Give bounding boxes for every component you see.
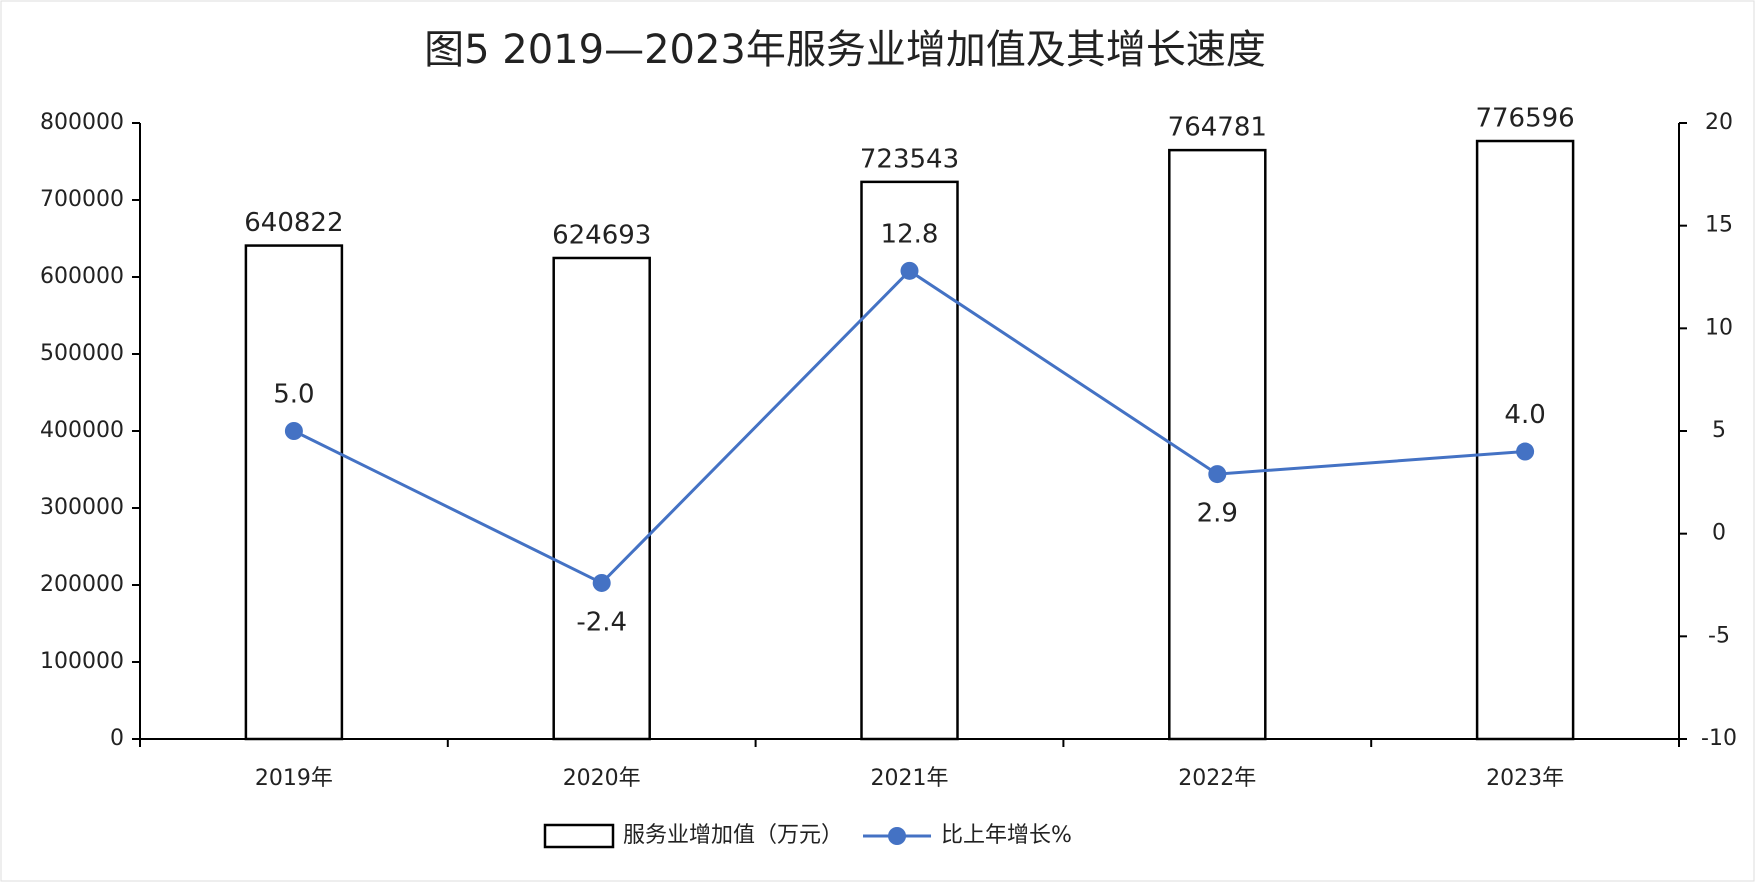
line-marker xyxy=(284,422,303,440)
legend-label: 比上年增长% xyxy=(941,823,1072,848)
bar-value-label: 723543 xyxy=(860,144,959,174)
y-tick-label: 600000 xyxy=(40,264,124,289)
line-value-label: 2.9 xyxy=(1197,499,1238,529)
y-tick-label: 500000 xyxy=(40,341,124,366)
line-marker xyxy=(592,573,611,592)
y2-tick-label: -10 xyxy=(1701,726,1737,751)
legend-swatch xyxy=(543,823,615,849)
y2-tick-label: 10 xyxy=(1705,315,1733,340)
x-tick-label: 2019年 xyxy=(255,766,333,791)
y-tick-label: 200000 xyxy=(40,572,124,597)
y-tick-label: 300000 xyxy=(40,495,124,520)
y2-tick-label: 20 xyxy=(1705,110,1733,135)
bar xyxy=(1475,139,1575,741)
x-tick-label: 2023年 xyxy=(1486,766,1564,791)
y2-tick-label: 0 xyxy=(1712,521,1726,546)
legend-swatch-marker xyxy=(888,827,907,845)
line-value-label: -2.4 xyxy=(576,607,627,637)
bar-value-label: 764781 xyxy=(1168,113,1267,143)
line-value-label: 5.0 xyxy=(273,380,314,410)
x-tick-label: 2020年 xyxy=(563,766,641,791)
bar-value-label: 776596 xyxy=(1475,104,1574,134)
y-tick-label: 0 xyxy=(110,726,124,751)
bar-value-label: 624693 xyxy=(552,220,651,250)
bar xyxy=(552,256,651,741)
y2-tick-label: 5 xyxy=(1712,418,1726,443)
y-tick-label: 700000 xyxy=(40,187,124,212)
bar-value-label: 640822 xyxy=(244,208,343,238)
bar xyxy=(1168,148,1267,741)
y-tick-label: 100000 xyxy=(40,649,124,674)
line-value-label: 4.0 xyxy=(1504,400,1545,430)
y-tick-label: 800000 xyxy=(40,110,124,135)
line-value-label: 12.8 xyxy=(881,219,939,249)
x-tick-label: 2022年 xyxy=(1178,766,1256,791)
x-tick-label: 2021年 xyxy=(871,766,949,791)
chart-title: 图5 2019—2023年服务业增加值及其增长速度 xyxy=(424,27,1266,73)
y2-tick-label: 15 xyxy=(1705,213,1733,238)
line-marker xyxy=(1516,442,1535,461)
line-marker xyxy=(1208,465,1227,484)
legend-label: 服务业增加值（万元） xyxy=(623,823,843,848)
line-marker xyxy=(900,261,919,280)
y2-tick-label: -5 xyxy=(1708,623,1730,648)
bar xyxy=(244,244,344,741)
y-tick-label: 400000 xyxy=(40,418,124,443)
